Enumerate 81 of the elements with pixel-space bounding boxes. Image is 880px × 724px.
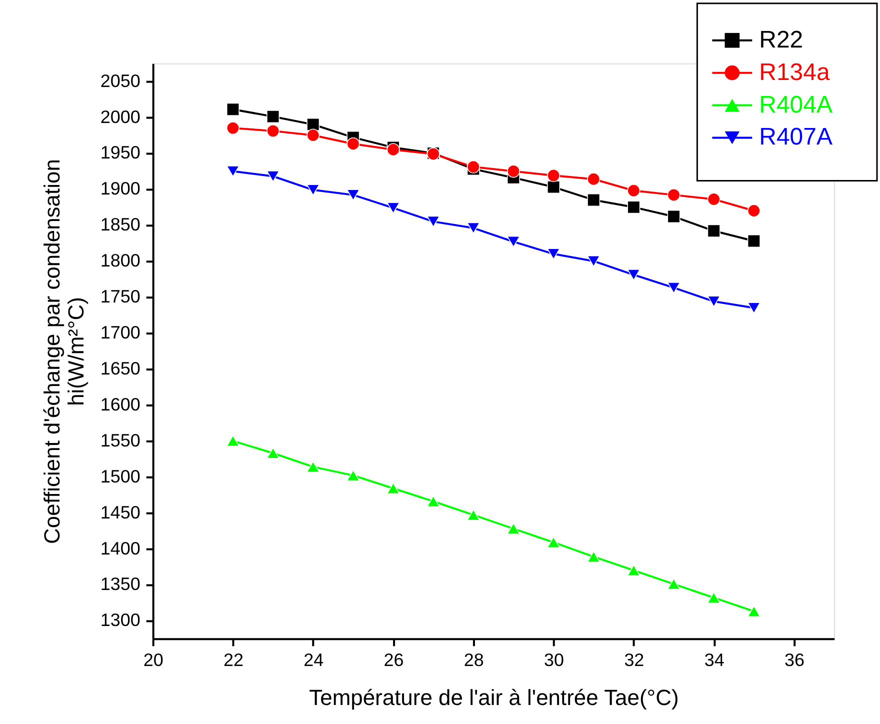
point <box>226 122 240 135</box>
point <box>386 143 400 156</box>
y-tick-label: 2050 <box>100 70 140 91</box>
x-tick-label: 28 <box>464 650 484 670</box>
y-tick-label: 1750 <box>100 286 140 307</box>
point <box>306 184 320 196</box>
point <box>747 204 760 218</box>
y-tick-label: 1950 <box>100 142 140 163</box>
x-tick-label: 30 <box>544 650 564 670</box>
x-tick-label: 22 <box>223 650 244 670</box>
x-tick-label: 32 <box>624 650 644 670</box>
point <box>466 160 480 174</box>
point <box>466 509 480 521</box>
point <box>547 536 560 548</box>
point <box>587 550 600 562</box>
y-axis-title: Coefficient d'échange par condensation hi(W/m²°C) <box>39 159 88 544</box>
point <box>667 282 680 294</box>
x-axis-title: Température de l'air à l'entrée Tae(°C) <box>309 685 679 710</box>
point <box>226 166 240 177</box>
point <box>426 496 440 508</box>
point <box>306 118 320 131</box>
point <box>707 592 720 604</box>
point <box>667 578 680 590</box>
y-tick-label: 2000 <box>100 106 140 127</box>
point <box>627 269 640 280</box>
point <box>266 447 280 459</box>
point <box>547 248 560 260</box>
legend-label: R134a <box>759 58 830 86</box>
point <box>506 164 520 178</box>
point <box>346 470 360 482</box>
point <box>587 193 600 206</box>
point <box>266 170 280 182</box>
point <box>747 234 760 248</box>
point <box>226 435 240 447</box>
point <box>547 169 560 182</box>
y-tick-label: 1400 <box>100 538 140 558</box>
x-tick-label: 20 <box>143 650 164 670</box>
point <box>707 192 720 206</box>
point <box>667 210 680 224</box>
y-tick-label: 1550 <box>100 430 140 450</box>
point <box>346 189 360 201</box>
point <box>587 255 600 267</box>
y-tick-label: 1650 <box>100 358 140 378</box>
y-tick-label: 1700 <box>100 322 140 343</box>
point <box>386 202 400 214</box>
y-tick-label: 1300 <box>100 610 140 630</box>
y-tick-label: 1600 <box>100 394 140 414</box>
legend-label: R22 <box>759 26 804 54</box>
point <box>627 184 640 198</box>
point <box>747 606 760 618</box>
point <box>667 188 680 202</box>
point <box>747 302 760 314</box>
y-tick-label: 1350 <box>100 574 140 594</box>
point <box>627 564 640 576</box>
legend-label: R404A <box>759 91 832 118</box>
point <box>506 522 520 534</box>
point <box>466 222 480 234</box>
y-tick-label: 1800 <box>100 250 140 271</box>
point <box>266 124 280 138</box>
point <box>587 172 600 186</box>
y-tick-label: 1450 <box>100 502 140 522</box>
y-tick-label: 1850 <box>100 214 140 235</box>
y-tick-label: 1900 <box>100 178 140 199</box>
point <box>426 216 440 228</box>
point <box>627 200 640 214</box>
x-tick-label: 24 <box>304 650 324 670</box>
x-tick-label: 34 <box>704 650 724 670</box>
point <box>346 137 360 150</box>
point <box>306 461 320 472</box>
point <box>547 180 560 194</box>
point <box>506 236 520 248</box>
x-tick-label: 26 <box>384 650 404 670</box>
y-tick-label: 1500 <box>100 466 140 486</box>
legend-label: R407A <box>759 124 832 151</box>
point <box>226 102 240 116</box>
point <box>707 296 720 308</box>
point <box>386 482 400 494</box>
point <box>306 128 320 142</box>
x-tick-label: 36 <box>784 650 804 670</box>
point <box>707 224 720 238</box>
point <box>266 110 280 124</box>
